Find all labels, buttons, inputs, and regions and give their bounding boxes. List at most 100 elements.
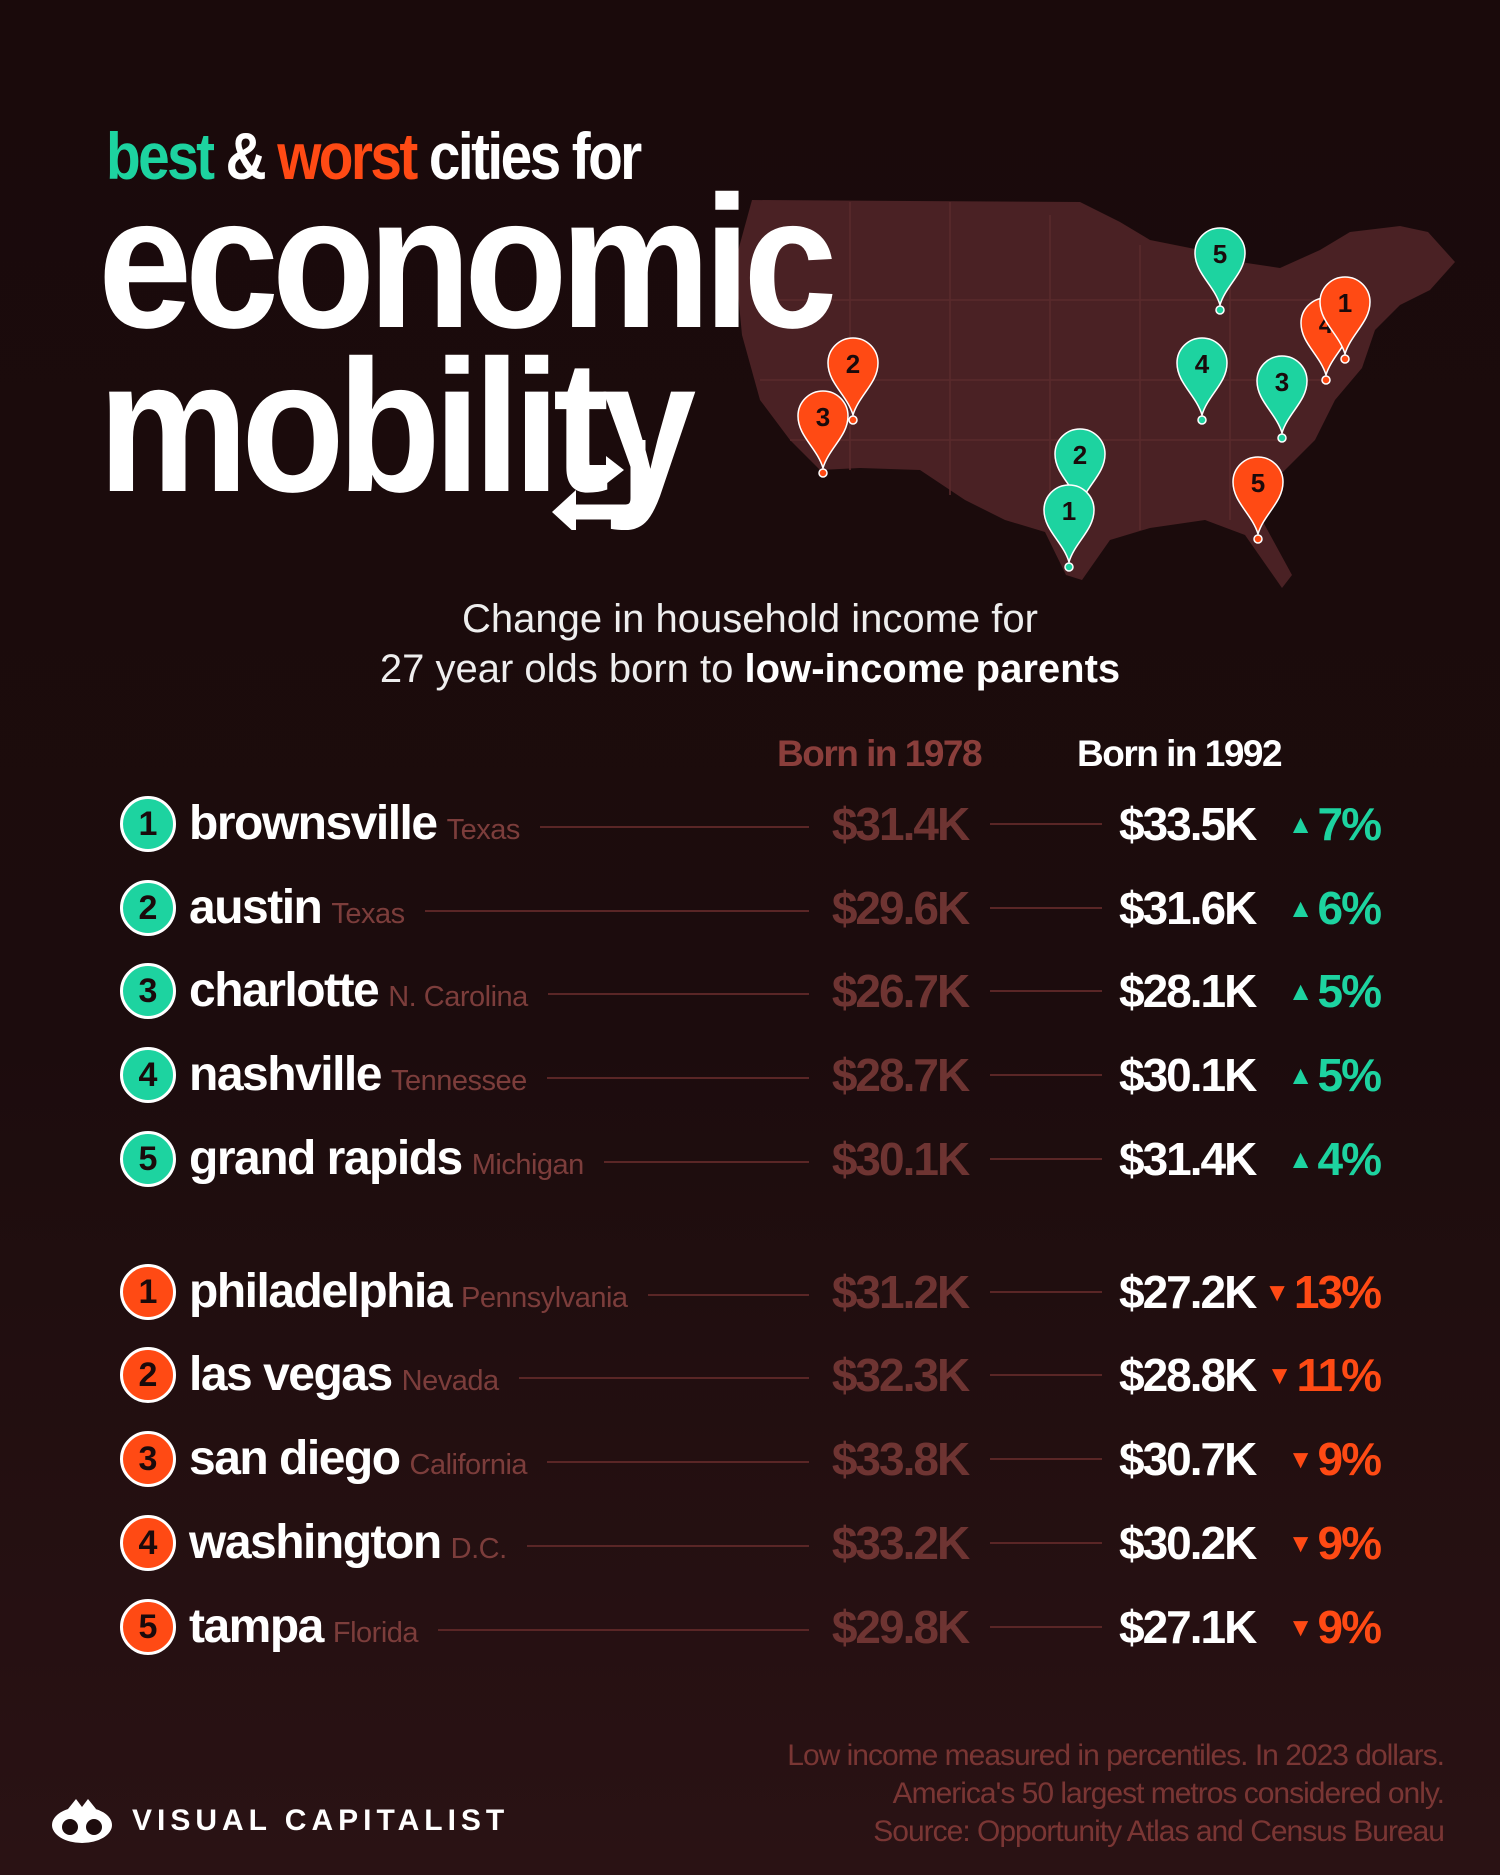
change-percent: ▲ 7% — [1288, 794, 1383, 854]
leader-line — [990, 1158, 1102, 1160]
triangle-down-icon: ▼ — [1264, 1277, 1290, 1307]
worst-city-row: 4 washington D.C. $33.2K $30.2K ▼ 9% — [0, 1513, 1500, 1573]
city-name: san diego — [189, 1432, 401, 1485]
leader-line — [990, 1291, 1102, 1293]
worst-map-pin: 5 — [1232, 456, 1284, 544]
triangle-down-icon: ▼ — [1287, 1444, 1314, 1474]
leader-line — [990, 907, 1102, 909]
best-map-pin: 4 — [1176, 337, 1228, 425]
city-name: brownsville — [189, 797, 438, 850]
income-1992: $28.1K — [1119, 965, 1257, 1017]
pin-label: 2 — [846, 349, 860, 379]
pin-label: 2 — [1073, 440, 1087, 470]
change-value: 7% — [1317, 798, 1383, 850]
leader-line — [647, 1294, 809, 1296]
state-name: Texas — [331, 898, 405, 930]
subtitle-line-2: 27 year olds born to — [379, 647, 734, 691]
brand-name: VISUAL CAPITALIST — [132, 1804, 510, 1837]
visual-capitalist-logo-icon — [52, 1799, 112, 1843]
leader-line — [547, 993, 809, 995]
change-value: 5% — [1317, 1049, 1383, 1101]
leader-line — [990, 990, 1102, 992]
leader-line — [990, 823, 1102, 825]
leader-line — [547, 1461, 809, 1463]
footer-notes: Low income measured in percentiles. In 2… — [787, 1737, 1445, 1851]
city-name: grand rapids — [189, 1132, 463, 1185]
footer-note: America's 50 largest metros considered o… — [892, 1777, 1445, 1810]
income-1992: $31.6K — [1119, 882, 1257, 934]
income-1978: $31.2K — [831, 1266, 970, 1318]
state-name: Nevada — [401, 1365, 499, 1397]
best-city-row: 1 brownsville Texas $31.4K $33.5K ▲ 7% — [0, 794, 1500, 854]
income-1992: $31.4K — [1119, 1133, 1257, 1185]
state-name: Michigan — [471, 1149, 585, 1181]
triangle-up-icon: ▲ — [1287, 1144, 1314, 1174]
rank-badge: 5 — [120, 1599, 176, 1655]
triangle-down-icon: ▼ — [1287, 1528, 1314, 1558]
worst-map-pin: 1 — [1319, 276, 1371, 364]
change-percent: ▲ 4% — [1287, 1129, 1382, 1189]
rank-badge: 4 — [120, 1047, 176, 1103]
mobility-arrow-icon — [552, 440, 646, 530]
rank-badge: 5 — [120, 1131, 176, 1187]
pin-label: 5 — [1251, 468, 1265, 498]
kicker-worst: worst — [277, 119, 418, 193]
best-city-row: 2 austin Texas $29.6K $31.6K ▲ 6% — [0, 878, 1500, 938]
income-1992: $27.2K — [1119, 1266, 1257, 1318]
income-1992: $33.5K — [1119, 798, 1257, 850]
leader-line — [990, 1626, 1102, 1628]
income-1992: $30.7K — [1119, 1433, 1257, 1485]
rank-badge: 3 — [120, 963, 176, 1019]
rank-badge: 2 — [120, 1347, 176, 1403]
change-value: 11% — [1296, 1349, 1382, 1401]
us-map-shape — [735, 200, 1455, 588]
income-1978: $29.8K — [831, 1601, 970, 1653]
worst-city-row: 5 tampa Florida $29.8K $27.1K ▼ 9% — [0, 1597, 1500, 1657]
subtitle-bold: low-income parents — [744, 647, 1121, 691]
column-header-1978: Born in 1978 — [777, 733, 983, 774]
pin-label: 1 — [1338, 288, 1352, 318]
footer-note: Source: Opportunity Atlas and Census Bur… — [873, 1815, 1445, 1848]
worst-city-row: 2 las vegas Nevada $32.3K $28.8K ▼ 11% — [0, 1345, 1500, 1405]
kicker-rest: cities for — [428, 119, 642, 193]
city-name: las vegas — [189, 1348, 393, 1401]
leader-line — [518, 1377, 809, 1379]
triangle-down-icon: ▼ — [1266, 1360, 1293, 1390]
triangle-up-icon: ▲ — [1287, 1060, 1314, 1090]
income-1978: $29.6K — [831, 882, 970, 934]
best-city-row: 4 nashville Tennessee $28.7K $30.1K ▲ 5% — [0, 1045, 1500, 1105]
change-value: 9% — [1317, 1601, 1383, 1653]
pin-label: 3 — [1275, 367, 1289, 397]
leader-line — [424, 910, 809, 912]
leader-line — [526, 1545, 809, 1547]
pin-label: 1 — [1062, 496, 1076, 526]
city-name: washington — [189, 1516, 442, 1569]
leader-line — [546, 1077, 809, 1079]
change-percent: ▼ 13% — [1264, 1262, 1382, 1322]
brand-logo: VISUAL CAPITALIST — [50, 1797, 509, 1845]
best-map-pin: 3 — [1256, 355, 1308, 443]
best-city-row: 5 grand rapids Michigan $30.1K $31.4K ▲ 4% — [0, 1129, 1500, 1189]
leader-line — [990, 1458, 1102, 1460]
income-1978: $33.2K — [831, 1517, 970, 1569]
leader-line — [603, 1161, 809, 1163]
income-1978: $26.7K — [831, 965, 970, 1017]
income-1978: $28.7K — [831, 1049, 970, 1101]
pin-label: 5 — [1213, 239, 1227, 269]
income-1978: $31.4K — [831, 798, 970, 850]
change-value: 6% — [1317, 882, 1383, 934]
state-name: Pennsylvania — [461, 1282, 628, 1314]
rank-badge: 1 — [120, 796, 176, 852]
best-map-pin: 5 — [1194, 227, 1246, 315]
change-percent: ▲ 5% — [1288, 961, 1382, 1021]
income-1992: $30.1K — [1119, 1049, 1257, 1101]
change-percent: ▼ 9% — [1287, 1429, 1382, 1489]
title-line-1: economic — [98, 157, 837, 367]
worst-city-row: 3 san diego California $33.8K $30.7K ▼ 9% — [0, 1429, 1500, 1489]
income-1978: $33.8K — [831, 1433, 970, 1485]
income-1992: $27.1K — [1119, 1601, 1257, 1653]
kicker-best: best — [106, 119, 215, 193]
best-map-pin: 1 — [1043, 484, 1095, 572]
change-percent: ▼ 9% — [1288, 1597, 1383, 1657]
